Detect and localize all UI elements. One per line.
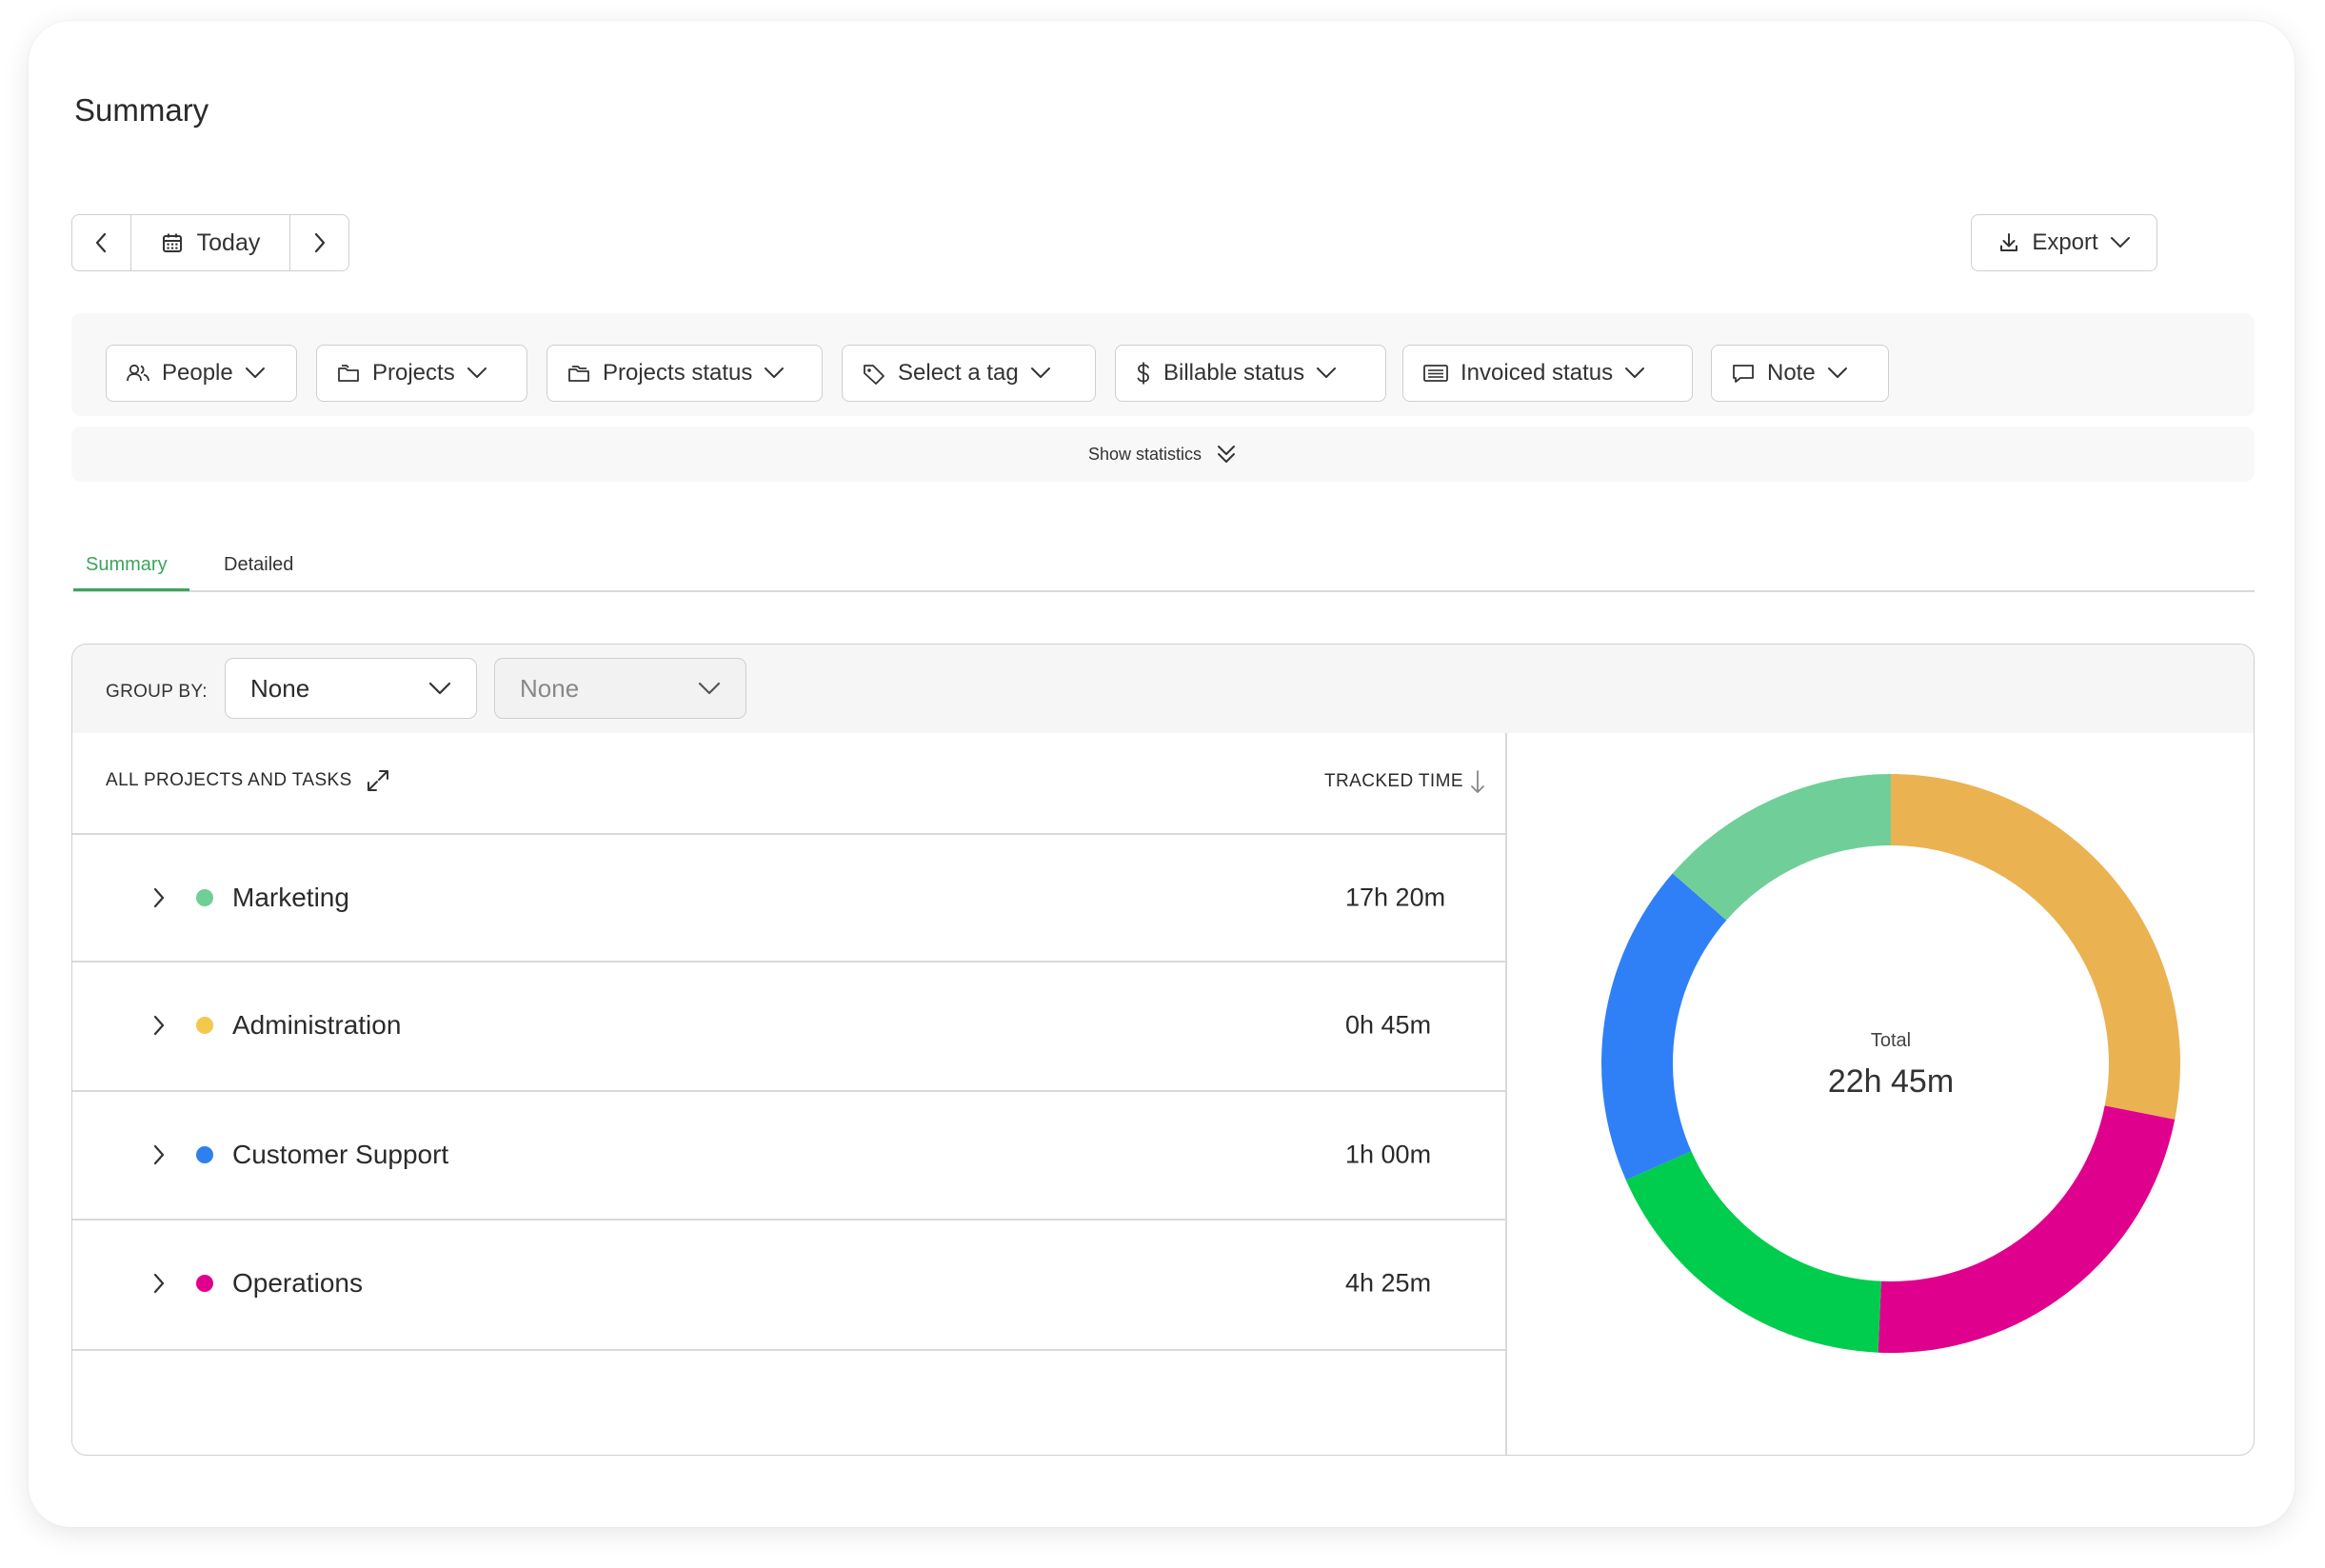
project-name: Marketing — [232, 883, 349, 912]
page-title: Summary — [74, 92, 209, 128]
chevron-right-icon — [314, 232, 325, 253]
sort-down-icon — [1471, 770, 1484, 793]
chevron-left-icon — [96, 232, 107, 253]
project-name: Administration — [232, 1010, 402, 1040]
tracked-time-value: 17h 20m — [1345, 883, 1446, 912]
group-by-secondary-select[interactable]: None — [494, 658, 746, 719]
donut-segment[interactable] — [1625, 1151, 1881, 1353]
export-label: Export — [2032, 229, 2098, 255]
project-name: Customer Support — [232, 1140, 449, 1169]
chevron-down-icon — [765, 367, 785, 378]
chevron-down-icon — [428, 682, 451, 695]
projects-column-label: ALL PROJECTS AND TASKS — [106, 770, 352, 790]
chevron-down-icon — [698, 682, 721, 695]
people-filter-label: People — [162, 360, 233, 386]
tracked-time-value: 0h 45m — [1345, 1010, 1432, 1040]
double-chevron-down-icon — [1218, 446, 1236, 463]
report-panel: GROUP BY: None None ALL PROJECTS AND TAS… — [71, 644, 2255, 1456]
group-by-label: GROUP BY: — [106, 682, 208, 702]
row-divider — [72, 1090, 1505, 1092]
tab-detailed[interactable]: Detailed — [224, 554, 294, 575]
row-divider — [72, 961, 1505, 963]
active-tab-indicator — [73, 588, 189, 591]
chart-divider — [1505, 733, 1507, 1455]
projects-column-header: ALL PROJECTS AND TASKS — [106, 768, 390, 793]
tag-icon — [864, 365, 884, 385]
chevron-down-icon — [245, 367, 265, 378]
projects-status-filter-label: Projects status — [603, 360, 753, 386]
table-row[interactable]: Administration 0h 45m — [72, 962, 1505, 1089]
donut-segment[interactable] — [1672, 774, 1891, 921]
summary-card: Summary Today Export People Projects — [29, 21, 2295, 1527]
project-color-dot — [196, 889, 213, 906]
people-filter[interactable]: People — [106, 345, 297, 402]
invoice-icon — [1423, 365, 1448, 382]
projects-filter[interactable]: Projects — [316, 345, 527, 402]
donut-chart: Total 22h 45m — [1601, 774, 2180, 1353]
chevron-right-icon[interactable] — [152, 1272, 166, 1295]
filter-bar: People Projects Projects status Select a… — [71, 313, 2255, 416]
chevron-down-icon — [1317, 367, 1337, 378]
date-label: Today — [196, 228, 261, 256]
tag-filter-label: Select a tag — [898, 360, 1019, 386]
tabs-divider — [73, 590, 2255, 592]
table-row[interactable]: Customer Support 1h 00m — [72, 1091, 1505, 1219]
tag-filter[interactable]: Select a tag — [842, 345, 1096, 402]
project-color-dot — [196, 1146, 213, 1163]
tracked-time-value: 4h 25m — [1345, 1268, 1432, 1298]
projects-status-filter[interactable]: Projects status — [546, 345, 823, 402]
expand-icon[interactable] — [366, 768, 390, 793]
row-divider — [72, 1349, 1505, 1351]
show-statistics-toggle[interactable]: Show statistics — [71, 427, 2255, 482]
group-by-bar: GROUP BY: None None — [72, 645, 2254, 733]
invoiced-status-filter[interactable]: Invoiced status — [1402, 345, 1693, 402]
note-filter[interactable]: Note — [1711, 345, 1889, 402]
date-picker-button[interactable]: Today — [129, 215, 291, 270]
people-icon — [127, 364, 149, 382]
chevron-down-icon — [2110, 237, 2130, 248]
show-statistics-label: Show statistics — [1087, 444, 1202, 464]
tab-summary[interactable]: Summary — [86, 554, 168, 575]
projects-filter-label: Projects — [372, 360, 455, 386]
calendar-icon — [162, 233, 182, 252]
chevron-right-icon[interactable] — [152, 1143, 166, 1166]
dollar-icon — [1137, 362, 1149, 385]
previous-date-button[interactable] — [72, 215, 130, 270]
invoiced-status-filter-label: Invoiced status — [1461, 360, 1614, 386]
group-by-primary-value: None — [250, 673, 310, 703]
project-name: Operations — [232, 1268, 363, 1298]
billable-status-filter-label: Billable status — [1163, 360, 1305, 386]
donut-segment[interactable] — [1891, 774, 2180, 1120]
chevron-down-icon — [1030, 367, 1050, 378]
export-button[interactable]: Export — [1971, 214, 2157, 271]
project-color-dot — [196, 1275, 213, 1292]
tracked-time-column-label: TRACKED TIME — [1324, 771, 1463, 791]
donut-segment[interactable] — [1878, 1105, 2176, 1353]
download-icon — [2000, 233, 2018, 251]
chevron-right-icon[interactable] — [152, 886, 166, 909]
folder-icon — [338, 365, 359, 382]
tracked-time-value: 1h 00m — [1345, 1140, 1432, 1169]
chevron-down-icon — [1827, 367, 1847, 378]
chevron-right-icon[interactable] — [152, 1014, 166, 1037]
date-navigator: Today — [71, 214, 349, 271]
row-divider — [72, 833, 1505, 835]
table-row[interactable]: Operations 4h 25m — [72, 1220, 1505, 1347]
donut-segment[interactable] — [1601, 873, 1727, 1181]
group-by-secondary-value: None — [520, 673, 580, 703]
chevron-down-icon — [467, 367, 487, 378]
group-by-primary-select[interactable]: None — [225, 658, 477, 719]
tracked-time-column-header[interactable]: TRACKED TIME — [1324, 768, 1486, 795]
note-filter-label: Note — [1767, 360, 1816, 386]
donut-center-value: 22h 45m — [1828, 1063, 1954, 1100]
table-row[interactable]: Marketing 17h 20m — [72, 834, 1505, 962]
donut-center-label: Total — [1871, 1030, 1911, 1051]
chevron-down-icon — [1625, 367, 1645, 378]
folders-icon — [568, 366, 589, 382]
billable-status-filter[interactable]: Billable status — [1115, 345, 1386, 402]
row-divider — [72, 1219, 1505, 1221]
next-date-button[interactable] — [290, 215, 348, 270]
note-icon — [1733, 365, 1754, 383]
project-color-dot — [196, 1017, 213, 1034]
